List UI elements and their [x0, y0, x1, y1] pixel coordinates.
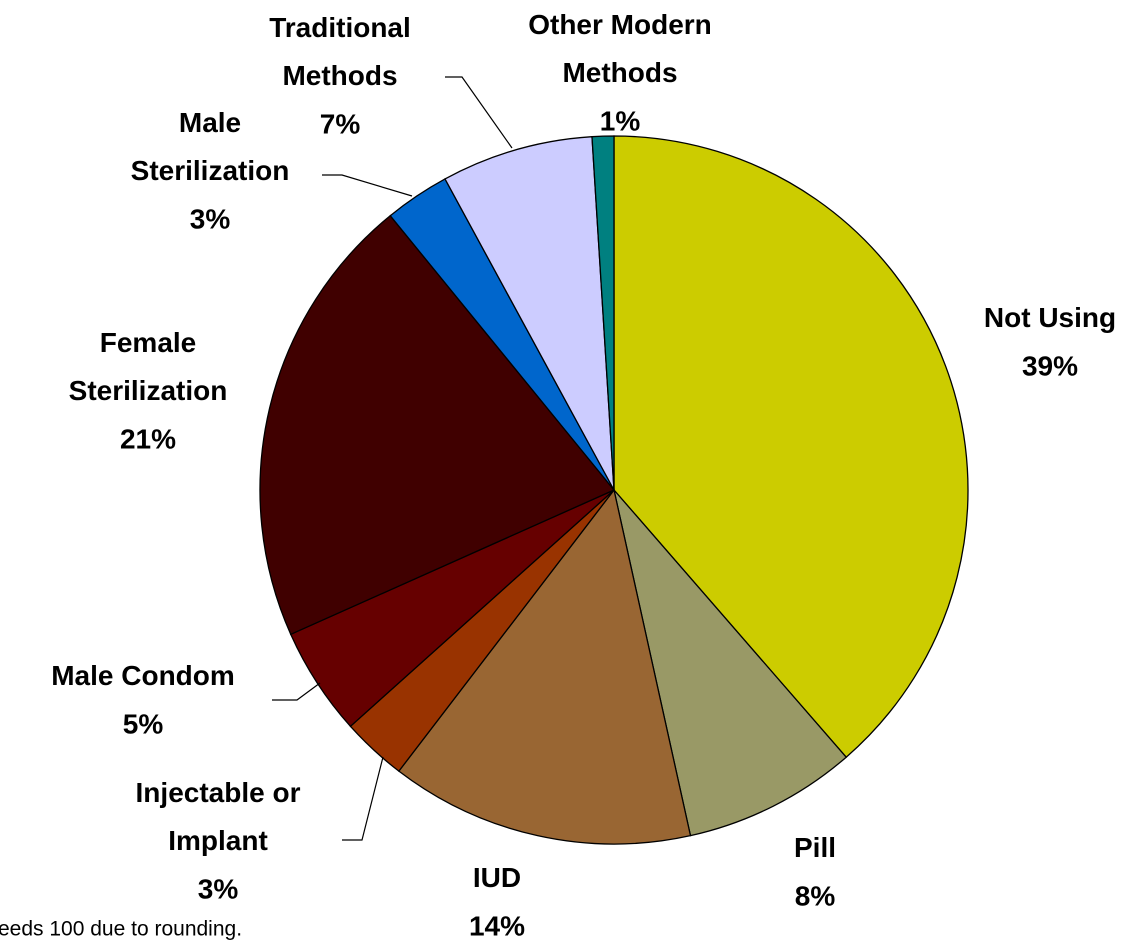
leader-line — [445, 76, 513, 149]
leader-line — [272, 682, 321, 701]
value-label: 3% — [198, 873, 239, 904]
value-label: 14% — [469, 910, 525, 941]
slice-label: Not Using — [984, 302, 1116, 333]
slice-label: Traditional Methods — [269, 12, 411, 91]
slice-label: Pill — [794, 832, 836, 863]
pie-slice — [613, 135, 969, 759]
value-label: 39% — [1022, 350, 1078, 381]
value-label: 1% — [600, 105, 641, 136]
value-label: 8% — [795, 880, 836, 911]
slice-label: IUD — [473, 862, 521, 893]
pie-slice — [397, 488, 692, 845]
leader-line — [322, 174, 413, 197]
value-label: 21% — [120, 423, 176, 454]
slice-label: Male Sterilization — [131, 107, 290, 186]
value-label: 5% — [123, 708, 164, 739]
value-label: 3% — [190, 203, 231, 234]
slice-label: Female Sterilization — [69, 327, 228, 406]
footnote: eeds 100 due to rounding. — [0, 918, 242, 941]
value-label: 7% — [320, 108, 361, 139]
leader-line — [342, 756, 384, 841]
pie-slice — [591, 135, 615, 491]
slice-label: Male Condom — [51, 660, 235, 691]
pie-slice — [613, 489, 848, 837]
slice-label: Other Modern Methods — [528, 9, 712, 88]
pie-slice — [259, 214, 616, 636]
slice-label: Injectable or Implant — [136, 777, 301, 856]
pie-slice — [444, 135, 615, 491]
